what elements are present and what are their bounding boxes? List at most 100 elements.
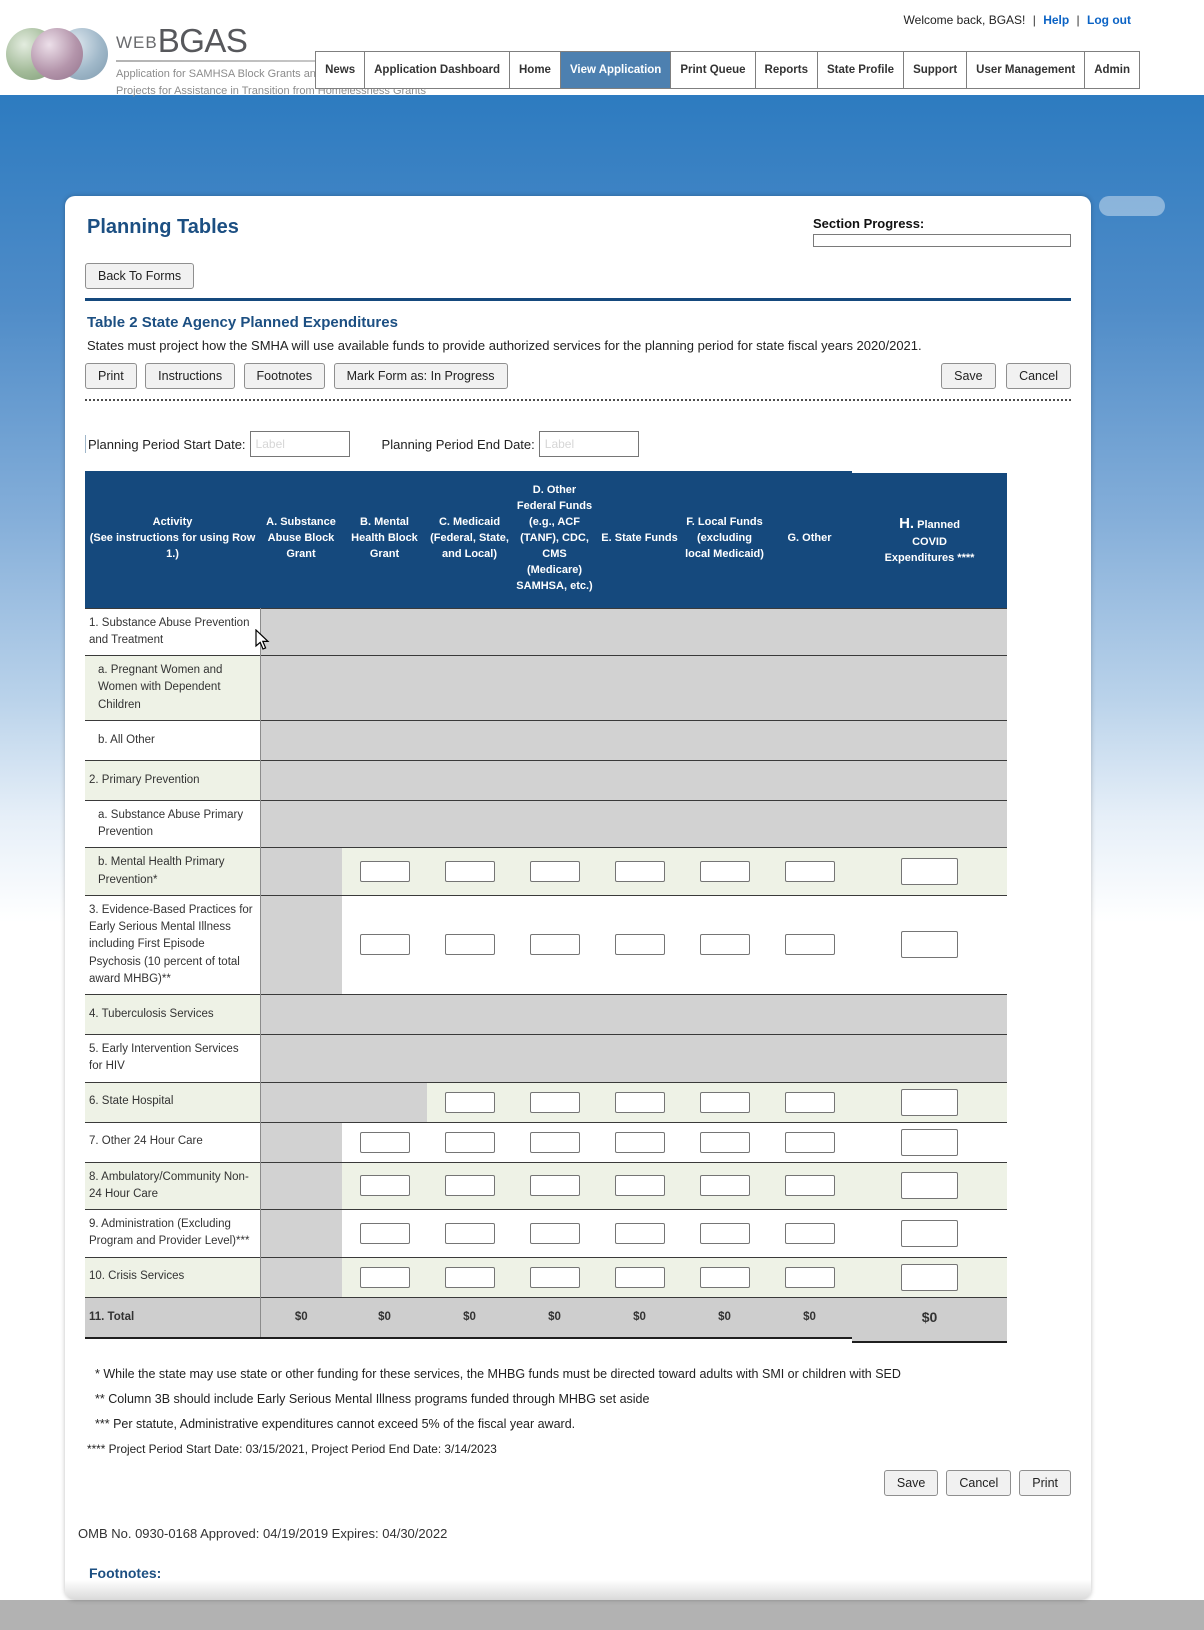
disabled-cell [260,1209,342,1257]
amount-input-row10-colE[interactable] [614,1091,665,1113]
end-date-input[interactable] [538,431,639,457]
amount-input-row14-colE[interactable] [614,1266,665,1288]
nav-tab-reports[interactable]: Reports [756,52,818,88]
amount-input-row14-colH[interactable] [901,1263,958,1291]
amount-cell [342,1121,427,1162]
amount-cell [427,894,512,995]
nav-tab-news[interactable]: News [316,52,366,88]
amount-input-row6-colD[interactable] [529,861,580,882]
back-to-forms-button[interactable]: Back To Forms [85,263,195,289]
amount-input-row14-colD[interactable] [529,1266,580,1288]
amount-input-row7-colB[interactable] [359,934,410,956]
nav-tab-home[interactable]: Home [510,52,561,88]
amount-input-row14-colB[interactable] [359,1266,410,1288]
amount-input-row10-colG[interactable] [784,1091,835,1113]
instructions-button[interactable]: Instructions [145,363,236,389]
row-label: b. Mental Health Primary Prevention* [85,847,261,896]
amount-input-row14-colF[interactable] [699,1266,750,1288]
footnotes-button[interactable]: Footnotes [243,363,326,389]
amount-input-row6-colE[interactable] [614,861,665,882]
column-header-F: F. Local Funds (excluding local Medicaid… [682,471,767,608]
nav-tab-application-dashboard[interactable]: Application Dashboard [365,52,510,88]
amount-input-row6-colH[interactable] [901,858,958,885]
amount-input-row6-colC[interactable] [444,861,495,882]
save-button-bottom[interactable]: Save [883,1470,939,1496]
amount-cell [512,1121,597,1162]
amount-input-row12-colG[interactable] [784,1175,835,1197]
amount-input-row6-colB[interactable] [359,861,410,882]
amount-input-row12-colB[interactable] [359,1175,410,1197]
amount-input-row13-colF[interactable] [699,1222,750,1244]
amount-input-row12-colE[interactable] [614,1175,665,1197]
table-row: 2. Primary Prevention [85,759,1007,801]
table-row: 5. Early Intervention Services for HIV [85,1034,1007,1082]
card-head: Planning Tables Section Progress: [85,196,1071,247]
amount-input-row14-colG[interactable] [784,1266,835,1288]
amount-input-row6-colG[interactable] [784,861,835,882]
table-row: 10. Crisis Services [85,1256,1007,1297]
amount-input-row13-colE[interactable] [614,1222,665,1244]
row-label: 9. Administration (Excluding Program and… [85,1209,261,1257]
print-button[interactable]: Print [85,363,137,389]
amount-input-row13-colC[interactable] [444,1222,495,1244]
amount-input-row13-colD[interactable] [529,1222,580,1244]
amount-input-row7-colF[interactable] [699,934,750,956]
column-header-E: E. State Funds [597,471,682,608]
form-toolbar: Print Instructions Footnotes Mark Form a… [85,363,1071,389]
amount-input-row13-colH[interactable] [901,1219,958,1247]
help-link[interactable]: Help [1043,13,1070,27]
amount-cell [512,1161,597,1210]
amount-input-row13-colB[interactable] [359,1222,410,1244]
nav-tab-view-application[interactable]: View Application [560,52,672,88]
amount-input-row11-colG[interactable] [784,1131,835,1153]
amount-input-row12-colD[interactable] [529,1175,580,1197]
amount-input-row7-colE[interactable] [614,934,665,956]
amount-input-row14-colC[interactable] [444,1266,495,1288]
amount-input-row10-colF[interactable] [699,1091,750,1113]
amount-input-row11-colH[interactable] [901,1128,958,1156]
total-row: 11. Total $0 $0 $0 $0 $0 $0 $0 $0 [85,1296,1007,1344]
disabled-cell [260,847,342,896]
amount-input-row11-colC[interactable] [444,1131,495,1153]
cancel-button-top[interactable]: Cancel [1006,363,1071,389]
amount-input-row12-colF[interactable] [699,1175,750,1197]
cancel-button-bottom[interactable]: Cancel [946,1470,1012,1496]
amount-input-row6-colF[interactable] [699,861,750,882]
amount-input-row13-colG[interactable] [784,1222,835,1244]
row-label: 7. Other 24 Hour Care [85,1121,261,1162]
amount-cell [852,1209,1007,1257]
amount-input-row7-colH[interactable] [901,931,958,959]
amount-cell [342,894,427,995]
nav-tab-state-profile[interactable]: State Profile [818,52,905,88]
amount-cell [512,847,597,896]
section-progress-label: Section Progress: [813,216,925,231]
mark-form-button[interactable]: Mark Form as: In Progress [333,363,508,389]
amount-input-row12-colC[interactable] [444,1175,495,1197]
start-date-input[interactable] [249,431,350,457]
footnotes-heading: Footnotes: [89,1565,162,1581]
nav-tab-user-management[interactable]: User Management [967,52,1086,88]
amount-input-row11-colD[interactable] [529,1131,580,1153]
nav-tab-admin[interactable]: Admin [1094,64,1130,76]
amount-input-row7-colD[interactable] [529,934,580,956]
amount-input-row11-colE[interactable] [614,1131,665,1153]
amount-input-row10-colH[interactable] [901,1088,958,1116]
logout-link[interactable]: Log out [1087,13,1131,27]
amount-input-row10-colD[interactable] [529,1091,580,1113]
print-button-bottom[interactable]: Print [1019,1470,1071,1496]
amount-input-row10-colC[interactable] [444,1091,495,1113]
nav-tab-support[interactable]: Support [904,52,968,88]
nav-tab-print-queue[interactable]: Print Queue [671,52,756,88]
amount-input-row11-colF[interactable] [699,1131,750,1153]
amount-cell [512,1209,597,1257]
table-row: b. All Other [85,719,1007,761]
amount-input-row7-colG[interactable] [784,934,835,956]
disabled-cell [260,1081,427,1122]
amount-input-row7-colC[interactable] [444,934,495,956]
disabled-cell [260,607,1007,656]
save-button-top[interactable]: Save [941,363,996,389]
total-value-colH: $0 [852,1296,1007,1344]
footnote-list: * While the state may use state or other… [85,1367,1071,1456]
amount-input-row11-colB[interactable] [359,1131,410,1153]
amount-input-row12-colH[interactable] [901,1172,958,1200]
